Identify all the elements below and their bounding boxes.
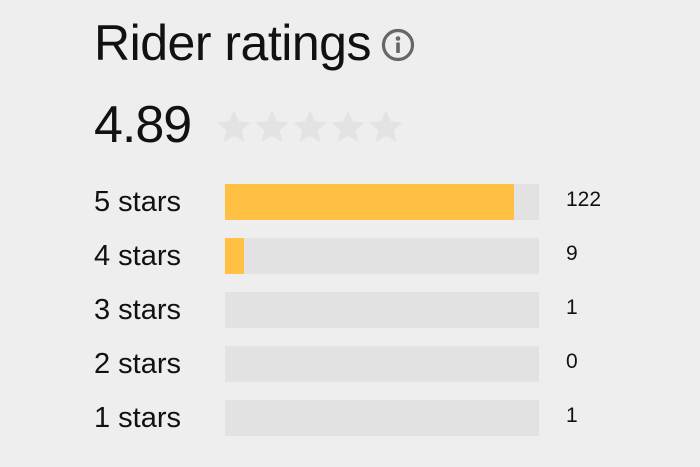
star-icon [255,110,289,143]
rating-bar-track [225,400,539,436]
rating-row-label: 4 stars [94,240,182,272]
rating-bar-track [225,238,539,274]
title-row: Rider ratings [94,10,415,76]
rating-row-count: 0 [566,350,578,373]
average-rating-row: 4.89 [94,95,405,155]
rating-row-label: 1 stars [94,402,182,434]
rating-row-label: 3 stars [94,294,182,326]
rating-bar-track [225,292,539,328]
rating-row-4-stars: 4 stars 9 [0,238,700,274]
rating-bar-track [225,184,539,220]
rating-row-count: 122 [566,188,602,211]
rating-row-2-stars: 2 stars 0 [0,346,700,382]
info-icon[interactable] [381,28,415,62]
rating-row-count: 9 [566,242,578,265]
rating-row-1-stars: 1 stars 1 [0,400,700,436]
rating-row-count: 1 [566,296,578,319]
page-title: Rider ratings [94,15,371,71]
star-icon [369,110,403,143]
star-icon [331,110,365,143]
star-icon [217,110,251,143]
rating-row-5-stars: 5 stars 122 [0,184,700,220]
star-icon [293,110,327,143]
average-rating: 4.89 [94,96,192,154]
rating-bar-track [225,346,539,382]
rating-bar-fill [225,184,514,220]
rating-row-3-stars: 3 stars 1 [0,292,700,328]
star-rating [215,108,405,146]
rating-row-label: 2 stars [94,348,182,380]
rating-row-label: 5 stars [94,186,182,218]
rating-row-count: 1 [566,404,578,427]
rating-bar-fill [225,238,244,274]
